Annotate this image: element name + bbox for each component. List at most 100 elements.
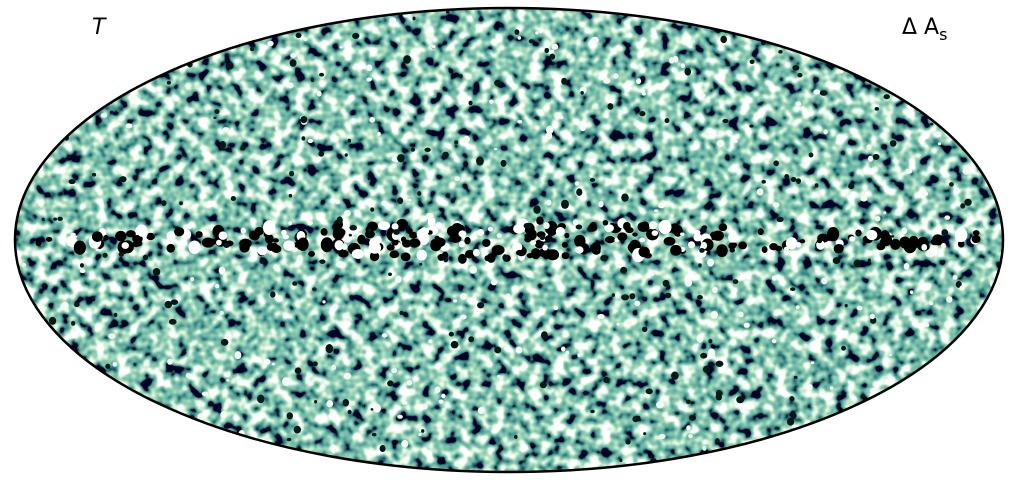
source-spot (168, 420, 172, 423)
source-spot (115, 46, 121, 53)
source-spot (126, 18, 133, 23)
source-spot (981, 79, 988, 85)
source-spot (603, 377, 609, 383)
source-spot (929, 102, 937, 111)
source-spot (556, 227, 565, 236)
source-spot (974, 48, 981, 56)
source-spot (138, 229, 146, 237)
source-spot (220, 311, 224, 315)
source-spot (575, 181, 579, 186)
source-spot (460, 293, 467, 300)
source-spot (352, 33, 359, 39)
source-spot (290, 53, 296, 58)
source-spot (166, 244, 175, 253)
source-spot (543, 222, 549, 229)
source-spot (380, 445, 386, 452)
source-spot (158, 49, 165, 54)
source-spot (73, 424, 79, 431)
source-spot (733, 279, 739, 284)
source-spot (646, 388, 653, 394)
source-spot (860, 195, 867, 202)
source-spot (83, 77, 90, 83)
source-spot (744, 323, 750, 328)
source-spot (773, 437, 778, 441)
source-spot (140, 40, 146, 45)
source-spot (150, 60, 156, 64)
source-spot (122, 242, 129, 249)
source-spot (336, 261, 343, 268)
source-spot (697, 295, 703, 300)
source-spot (600, 255, 607, 261)
source-spot (501, 160, 507, 167)
source-spot (80, 263, 84, 268)
source-spot (811, 361, 815, 364)
source-spot (95, 248, 99, 251)
source-spot (341, 243, 347, 250)
source-spot (524, 234, 529, 239)
source-spot (738, 312, 743, 318)
source-spot (107, 455, 111, 458)
source-spot (135, 45, 141, 49)
source-spot (62, 410, 67, 416)
source-spot (436, 222, 442, 228)
source-spot (188, 240, 200, 253)
source-spot (848, 183, 854, 189)
source-spot (312, 287, 316, 291)
source-spot (626, 320, 631, 326)
source-spot (673, 56, 679, 63)
source-spot (204, 39, 211, 46)
source-spot (880, 230, 890, 241)
source-spot (372, 433, 377, 437)
source-spot (639, 111, 645, 116)
source-spot (767, 13, 774, 19)
source-spot (443, 257, 448, 262)
source-spot (257, 395, 264, 404)
source-spot (790, 287, 795, 291)
source-spot (153, 448, 157, 451)
source-spot (459, 241, 465, 248)
source-spot (607, 103, 613, 110)
source-spot (598, 201, 603, 207)
source-spot (946, 296, 952, 303)
source-spot (707, 259, 714, 267)
source-spot (387, 380, 393, 386)
source-spot (688, 241, 695, 248)
source-spot (113, 362, 118, 367)
source-spot (954, 411, 958, 414)
source-spot (530, 241, 536, 246)
source-spot (89, 456, 94, 460)
source-spot (295, 16, 298, 18)
source-spot (393, 229, 400, 235)
source-spot (397, 415, 403, 419)
source-spot (769, 243, 778, 250)
source-spot (408, 199, 411, 202)
source-spot (592, 248, 601, 255)
source-spot (416, 249, 427, 260)
source-spot (46, 237, 52, 242)
source-spot (605, 236, 615, 243)
source-spot (540, 234, 546, 240)
source-spot (170, 299, 178, 305)
source-spot (61, 302, 68, 310)
source-spot (79, 73, 85, 79)
source-spot (561, 200, 569, 209)
source-spot (105, 464, 109, 468)
source-spot (301, 136, 305, 140)
source-spot (308, 251, 315, 257)
source-spot (366, 77, 372, 81)
source-spot (38, 376, 44, 382)
source-spot (711, 311, 719, 319)
source-spot (299, 14, 303, 17)
source-spot (426, 213, 434, 219)
source-spot (373, 404, 381, 413)
source-spot (282, 377, 290, 386)
source-spot (494, 80, 501, 86)
source-spot (639, 238, 645, 243)
source-spot (580, 91, 583, 95)
source-spot (715, 361, 723, 367)
source-spot (219, 141, 226, 149)
source-spot (105, 364, 110, 369)
source-spot (590, 222, 597, 228)
source-spot (517, 120, 522, 124)
source-spot (839, 22, 845, 28)
